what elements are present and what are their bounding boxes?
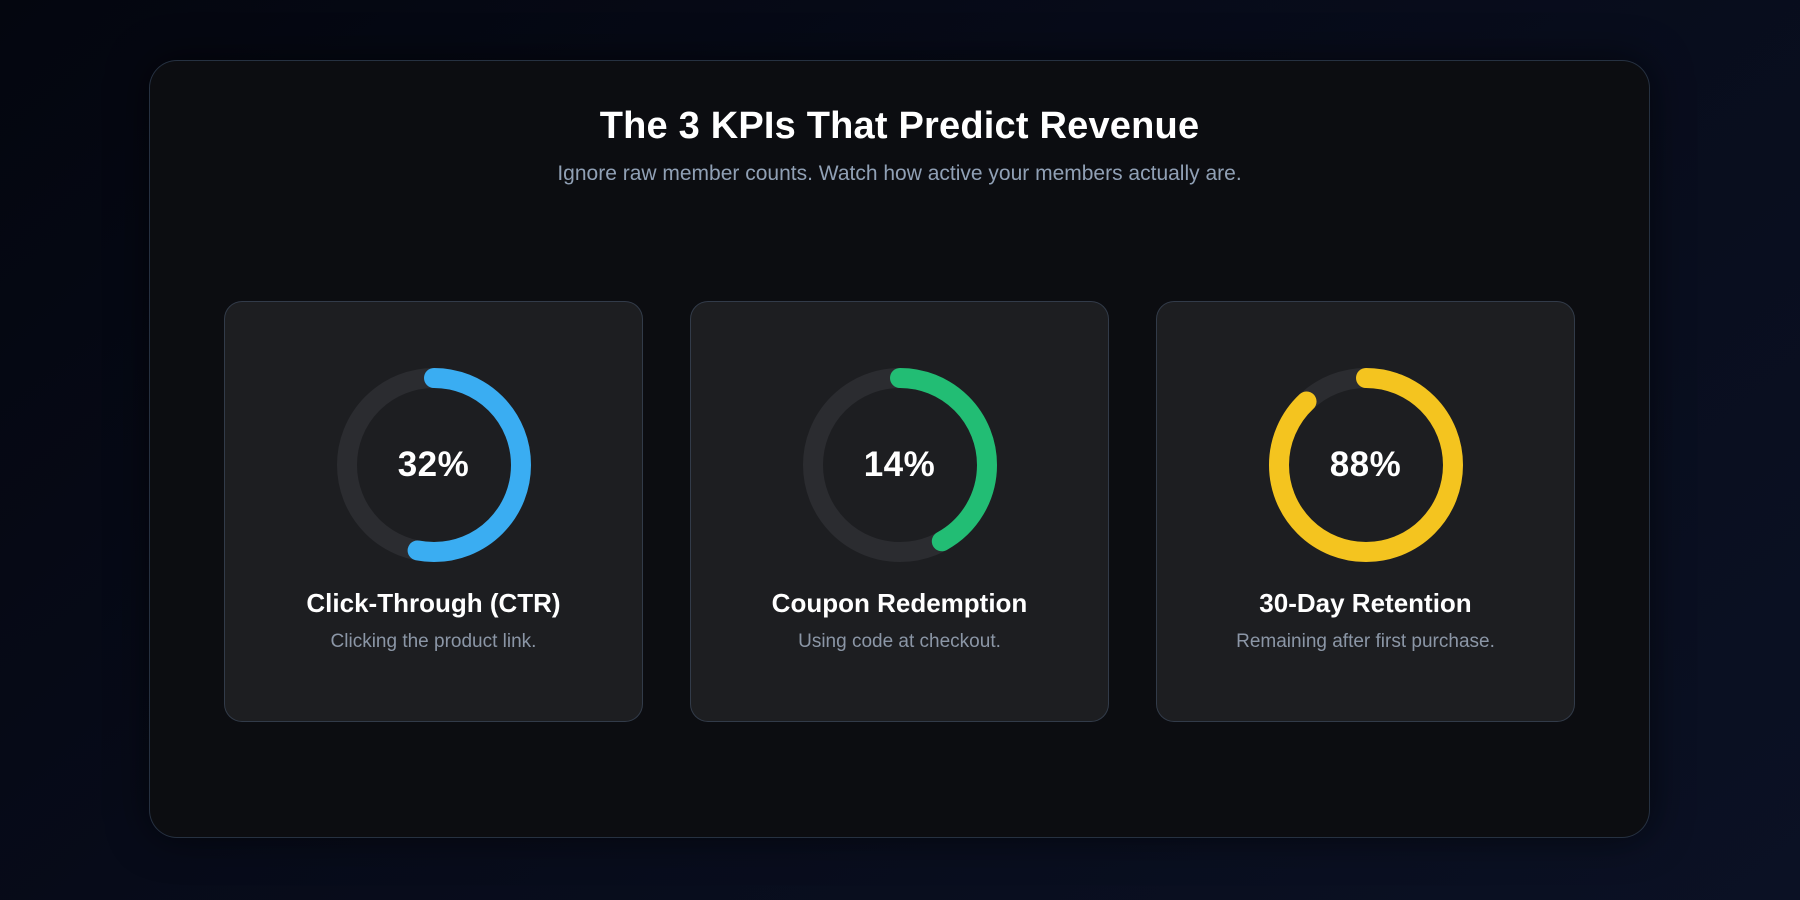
progress-ring-click-through: 32% — [336, 368, 531, 562]
donut-gauge-icon — [336, 368, 531, 562]
percent-value: 14% — [863, 445, 936, 484]
kpi-subtitle: Remaining after first purchase. — [1236, 631, 1495, 652]
kpi-title: 30-Day Retention — [1259, 588, 1472, 618]
percent-value: 88% — [1329, 445, 1402, 484]
kpi-title: Coupon Redemption — [771, 588, 1028, 618]
kpi-title: Click-Through (CTR) — [306, 588, 561, 618]
kpi-subtitle: Clicking the product link. — [330, 631, 537, 652]
kpi-panel: The 3 KPIs That Predict Revenue Ignore r… — [149, 60, 1650, 838]
percent-value: 32% — [397, 445, 470, 484]
panel-header: The 3 KPIs That Predict Revenue Ignore r… — [150, 61, 1649, 186]
kpi-card-retention: 88% 30-Day Retention Remaining after fir… — [1156, 301, 1575, 722]
page-title: The 3 KPIs That Predict Revenue — [599, 105, 1200, 147]
progress-ring-retention: 88% — [1268, 368, 1463, 562]
kpi-card-click-through: 32% Click-Through (CTR) Clicking the pro… — [224, 301, 643, 722]
kpi-card-coupon-redemption: 14% Coupon Redemption Using code at chec… — [690, 301, 1109, 722]
donut-gauge-icon — [802, 368, 997, 562]
donut-gauge-icon — [1268, 368, 1463, 562]
kpi-subtitle: Using code at checkout. — [798, 631, 1001, 652]
page-subtitle: Ignore raw member counts. Watch how acti… — [557, 162, 1242, 185]
kpi-cards-row: 32% Click-Through (CTR) Clicking the pro… — [150, 301, 1649, 722]
progress-ring-coupon-redemption: 14% — [802, 368, 997, 562]
